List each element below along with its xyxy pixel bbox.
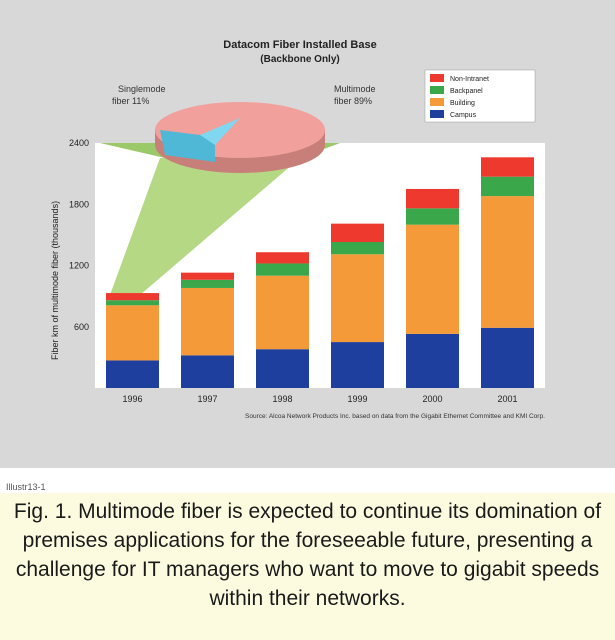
legend-swatch	[430, 110, 444, 118]
bar-building-1999	[331, 254, 384, 343]
bar-campus-1999	[331, 342, 384, 388]
bar-backpanel-1997	[181, 279, 234, 288]
source-note: Source: Alcoa Network Products Inc. base…	[245, 413, 545, 420]
pie-projection-fill	[110, 158, 300, 295]
legend-swatch	[430, 74, 444, 82]
bar-campus-1998	[256, 349, 309, 388]
bar-campus-2001	[481, 327, 534, 388]
figure-id: Illustr13-1	[6, 482, 46, 492]
legend-label: Campus	[450, 112, 477, 119]
bar-non-intranet-1996	[106, 293, 159, 301]
legend-label: Backpanel	[450, 88, 483, 95]
bar-non-intranet-2000	[406, 188, 459, 209]
pie-label-singlemode-1: Singlemode	[118, 84, 166, 94]
x-tick-label: 1997	[197, 394, 217, 404]
pie-label-multimode-1: Multimode	[334, 84, 376, 94]
chart-svg: Datacom Fiber Installed Base (Backbone O…	[50, 39, 545, 420]
y-tick-label: 2400	[69, 138, 89, 148]
bar-campus-1997	[181, 355, 234, 388]
bar-non-intranet-1997	[181, 272, 234, 280]
pie-label-multimode-2: fiber 89%	[334, 96, 372, 106]
y-tick-label: 600	[74, 322, 89, 332]
legend-swatch	[430, 86, 444, 94]
x-tick-label: 1996	[122, 394, 142, 404]
bar-non-intranet-2001	[481, 157, 534, 177]
chart-title: Datacom Fiber Installed Base	[223, 39, 376, 51]
chart-panel: Datacom Fiber Installed Base (Backbone O…	[0, 0, 615, 468]
bar-building-2001	[481, 196, 534, 328]
x-tick-label: 2000	[422, 394, 442, 404]
pie-label-singlemode-2: fiber 11%	[112, 96, 149, 106]
bar-backpanel-1996	[106, 300, 159, 306]
x-tick-label: 1999	[347, 394, 367, 404]
bar-building-1998	[256, 275, 309, 350]
figure-caption: Fig. 1. Multimode fiber is expected to c…	[0, 493, 615, 640]
bar-campus-2000	[406, 333, 459, 388]
bar-campus-1996	[106, 360, 159, 388]
legend-label: Non-Intranet	[450, 76, 489, 83]
pie-chart	[155, 102, 325, 173]
y-axis-label: Fiber km of multimode fiber (thousands)	[50, 201, 60, 360]
y-tick-label: 1800	[69, 199, 89, 209]
bar-building-1997	[181, 287, 234, 356]
bar-building-2000	[406, 224, 459, 334]
y-tick-label: 1200	[69, 261, 89, 271]
pie-slice-singlemode-side	[160, 130, 215, 162]
x-tick-label: 2001	[497, 394, 517, 404]
bar-backpanel-2000	[406, 208, 459, 225]
legend-swatch	[430, 98, 444, 106]
bar-backpanel-1999	[331, 242, 384, 255]
legend-label: Building	[450, 100, 475, 107]
bar-non-intranet-1998	[256, 252, 309, 264]
bar-building-1996	[106, 305, 159, 361]
bar-backpanel-1998	[256, 263, 309, 276]
x-tick-label: 1998	[272, 394, 292, 404]
bar-backpanel-2001	[481, 176, 534, 197]
bar-non-intranet-1999	[331, 223, 384, 243]
chart-subtitle: (Backbone Only)	[260, 54, 339, 65]
legend: Non-Intranet Backpanel Building Campus	[424, 69, 536, 123]
